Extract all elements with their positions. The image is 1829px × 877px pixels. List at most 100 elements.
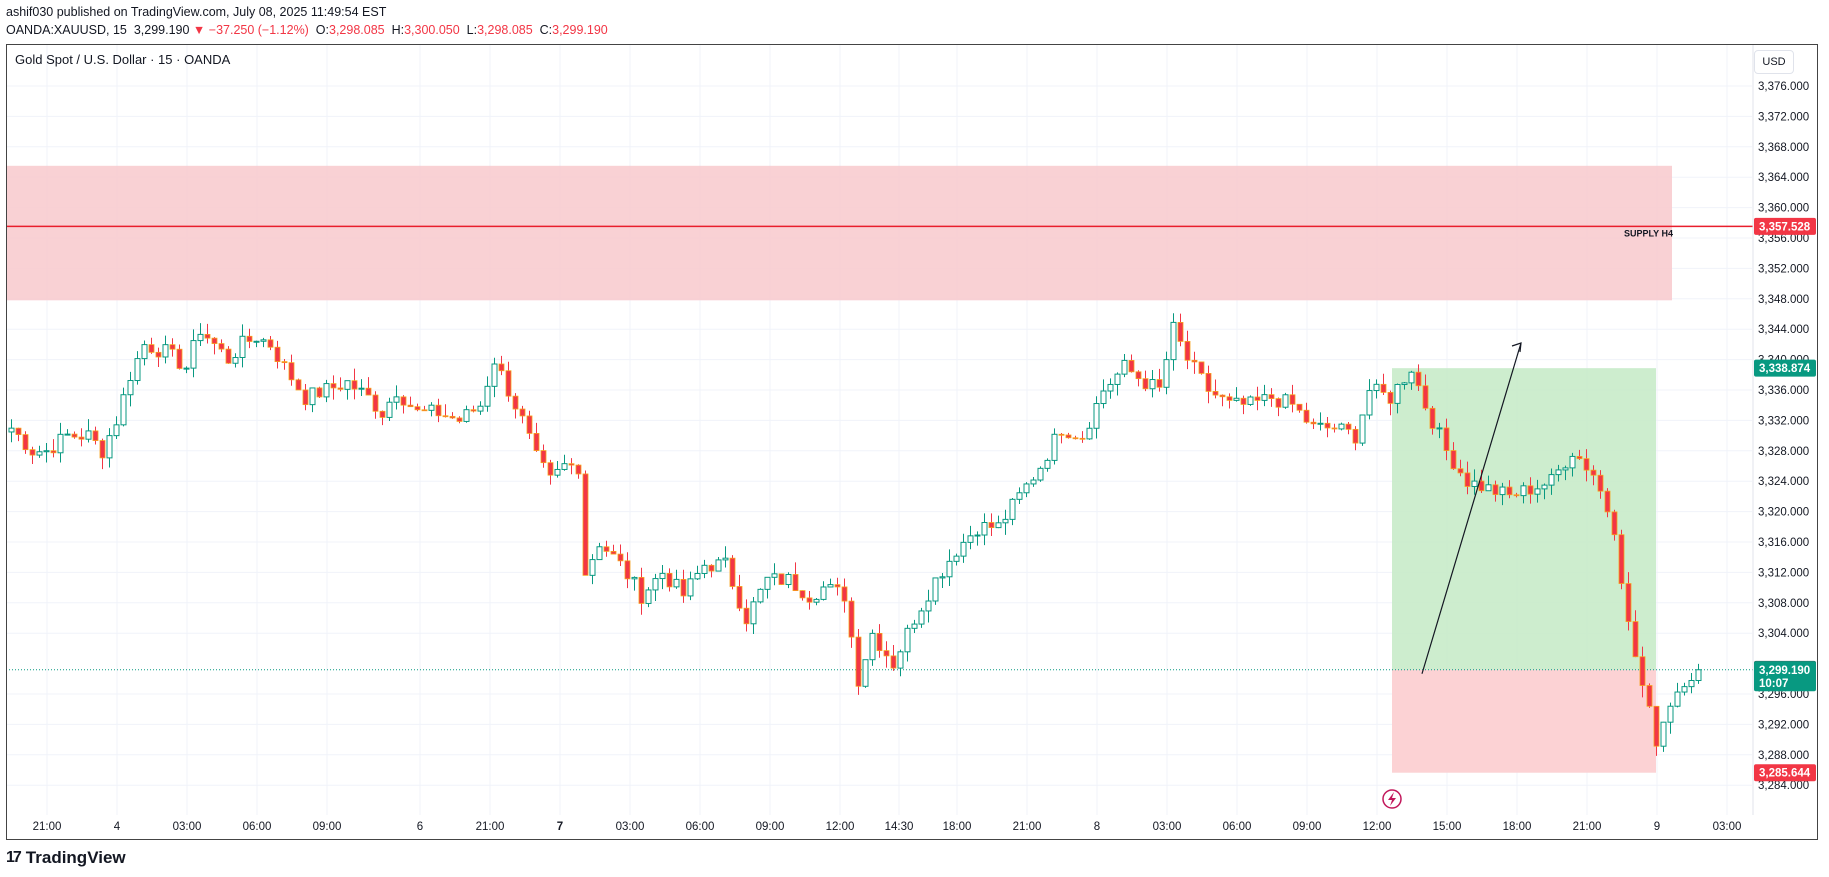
candle-body — [1100, 390, 1107, 405]
candle-body — [575, 464, 582, 475]
chart-title: Gold Spot / U.S. Dollar · 15 · OANDA — [15, 52, 231, 67]
candle-body — [386, 401, 393, 418]
price-tag-label: 3,285.644 — [1759, 768, 1811, 780]
candle-body — [610, 550, 617, 555]
price-change: ▼ −37.250 (−1.12%) — [192, 23, 309, 37]
candle-body — [169, 344, 176, 350]
price-tag — [1754, 217, 1816, 235]
candle-body — [547, 462, 554, 476]
candle-body — [1233, 397, 1240, 401]
candle-body — [743, 607, 750, 625]
candle-body — [981, 522, 988, 536]
candle-body — [596, 546, 603, 561]
candle-body — [1296, 403, 1303, 411]
candle-body — [813, 598, 820, 603]
close-value: 3,299.190 — [552, 23, 608, 37]
x-tick-label: 09:00 — [756, 821, 785, 833]
candle-body — [1324, 422, 1331, 429]
x-tick-label: 7 — [557, 821, 563, 833]
candle-body — [988, 522, 995, 529]
candle-body — [1093, 403, 1100, 429]
x-tick-label: 21:00 — [1013, 821, 1042, 833]
candle-body — [1555, 469, 1562, 476]
candle-body — [253, 340, 260, 343]
candle-body — [666, 572, 673, 588]
candle-body — [526, 415, 533, 434]
candle-body — [1058, 433, 1065, 436]
y-tick-label: 3,304.000 — [1758, 628, 1809, 640]
candle-body — [638, 577, 645, 604]
x-tick-label: 21:00 — [1573, 821, 1602, 833]
candle-body — [1156, 379, 1163, 388]
candle-body — [1009, 498, 1016, 520]
candle-body — [358, 387, 365, 390]
candle-body — [911, 623, 918, 629]
candle-body — [1128, 360, 1135, 373]
candle-body — [267, 339, 274, 348]
candle-body — [624, 560, 631, 580]
candle-body — [505, 370, 512, 397]
candle-body — [29, 449, 36, 456]
candle-body — [834, 584, 841, 588]
candle-body — [820, 586, 827, 600]
candle-body — [379, 410, 386, 418]
candle-body — [1394, 384, 1401, 404]
candle-body — [162, 344, 169, 358]
candle-body — [701, 564, 708, 574]
candle-body — [967, 535, 974, 543]
candle-body — [659, 572, 666, 580]
x-tick-label: 03:00 — [1153, 821, 1182, 833]
trend-arrow — [1421, 342, 1522, 674]
y-tick-label: 3,324.000 — [1758, 476, 1809, 488]
candle-body — [407, 404, 414, 408]
last-price: 3,299.190 — [133, 23, 190, 37]
candle-body — [1114, 373, 1121, 385]
candle-body — [330, 383, 337, 389]
y-tick-label: 3,356.000 — [1758, 233, 1809, 245]
candle-body — [1366, 390, 1373, 416]
candle-body — [1086, 427, 1093, 440]
candle-body — [1240, 397, 1247, 405]
x-tick-label: 18:00 — [1503, 821, 1532, 833]
y-tick-label: 3,348.000 — [1758, 294, 1809, 306]
candle-body — [232, 357, 239, 364]
candle-body — [204, 333, 211, 339]
candle-body — [855, 636, 862, 687]
high-value: 3,300.050 — [404, 23, 460, 37]
candle-body — [1037, 467, 1044, 481]
lightning-glyph-icon — [1388, 792, 1396, 806]
candle-body — [141, 344, 148, 360]
candle-body — [190, 340, 197, 369]
candle-body — [22, 434, 29, 451]
candle-body — [673, 578, 680, 588]
candle-body — [876, 632, 883, 652]
candle-body — [1261, 394, 1268, 401]
candle-body — [1002, 518, 1009, 524]
candle-body — [1450, 450, 1457, 470]
y-tick-label: 3,360.000 — [1758, 203, 1809, 215]
tradingview-logo[interactable]: 17 TradingView — [6, 848, 126, 868]
candle-body — [393, 396, 400, 403]
price-tag-label: 3,357.528 — [1759, 221, 1811, 233]
candle-body — [960, 541, 967, 557]
x-tick-label: 21:00 — [476, 821, 505, 833]
candle-body — [1107, 383, 1114, 392]
candle-body — [449, 415, 456, 419]
currency-button[interactable]: USD — [1754, 50, 1794, 74]
candle-body — [1121, 359, 1128, 375]
candle-body — [491, 363, 498, 387]
candle-body — [1338, 423, 1345, 430]
candle-body — [1506, 486, 1513, 496]
candle-body — [1079, 437, 1086, 440]
candle-body — [932, 577, 939, 602]
candle-body — [1681, 686, 1688, 693]
price-tag-label: 3,299.190 — [1759, 665, 1810, 677]
candle-body — [848, 600, 855, 638]
candle-body — [729, 557, 736, 587]
candle-body — [1492, 484, 1499, 495]
candle-body — [1387, 392, 1394, 404]
candle-body — [904, 627, 911, 653]
tradingview-logo-text: TradingView — [25, 848, 126, 867]
candle-body — [533, 433, 540, 451]
